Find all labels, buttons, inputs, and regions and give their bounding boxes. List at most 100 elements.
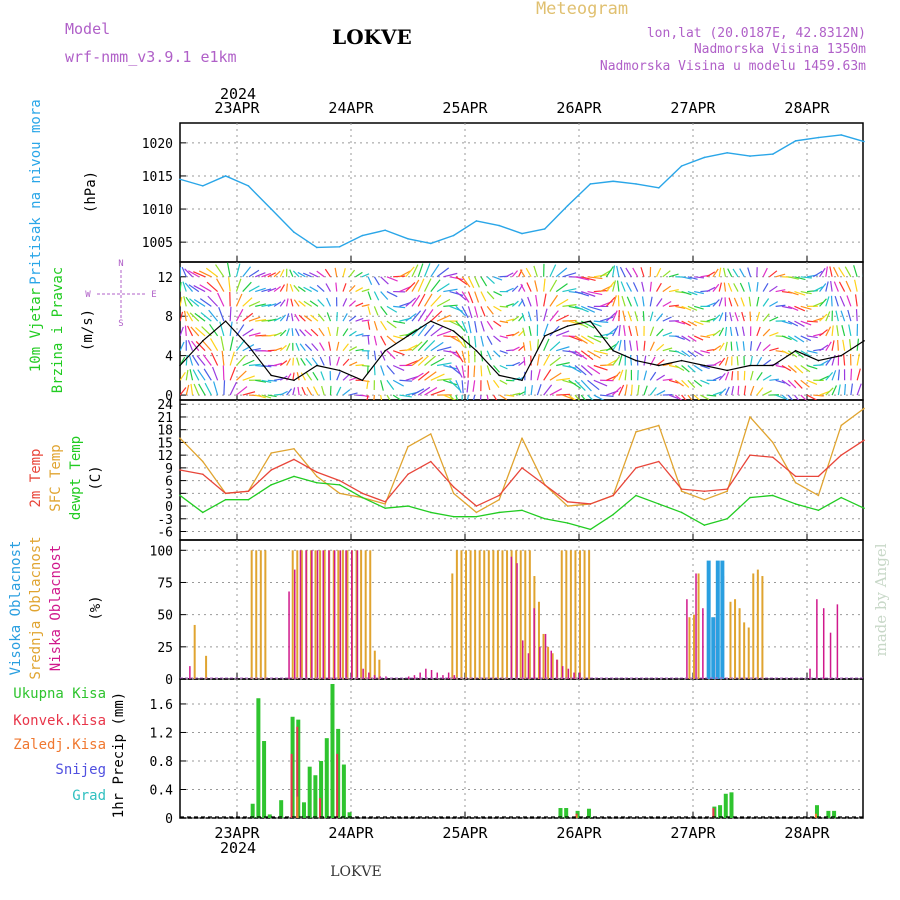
wind-arrow [775, 289, 786, 293]
cloud-bar [836, 604, 839, 679]
wind-arrow [196, 355, 206, 366]
wind-arrow [399, 286, 412, 293]
wind-arrow [574, 320, 589, 329]
dewpoint-line-point [703, 524, 706, 526]
wind-arrow [681, 394, 687, 400]
cloud-bar [537, 601, 540, 679]
wind-speed-line-point [589, 320, 592, 322]
wind-arrow [819, 298, 827, 307]
pressure-line-point [658, 187, 660, 189]
wind-arrow [819, 344, 829, 352]
temp2m-line-point [498, 494, 501, 497]
wind-arrow [612, 280, 617, 292]
wind-arrow [743, 385, 747, 396]
wind-arrow [587, 320, 602, 327]
cloud-bar [351, 550, 353, 679]
y-tick-label: 24 [157, 398, 173, 413]
wind-arrow [605, 312, 617, 322]
cloud-bar [193, 624, 196, 679]
wind-arrow [261, 272, 272, 278]
cloud-bar [323, 550, 326, 679]
wind-arrow [380, 350, 386, 361]
temp-ylabel-sfc: SFC Temp [48, 444, 64, 511]
wind-arrow [461, 365, 465, 379]
precip-bar [296, 796, 299, 818]
wind-arrow [373, 276, 380, 286]
wind-arrow [279, 360, 288, 366]
dewpoint-line-point [361, 496, 364, 499]
wind-arrow [762, 328, 771, 337]
wind-arrow [505, 318, 515, 322]
dewpoint-line-point [680, 511, 683, 514]
wind-arrow [399, 379, 412, 382]
wind-arrow [681, 290, 692, 296]
wind-arrow [593, 364, 608, 371]
wind-arrow [392, 350, 405, 356]
wind-arrow [472, 380, 476, 392]
y-tick-label: 1010 [142, 203, 173, 218]
wind-arrow [781, 320, 792, 325]
wind-arrow [242, 328, 254, 337]
wind-arrow [186, 311, 194, 322]
temp-ylabel-dew: dewpt Temp [68, 436, 84, 520]
wind-arrow [618, 369, 624, 381]
wind-arrow [687, 305, 698, 311]
wind-arrow [825, 356, 833, 366]
wind-arrow [674, 379, 684, 387]
cloud-bar [419, 672, 421, 679]
wind-arrow [430, 341, 444, 352]
wind-arrow [318, 327, 325, 337]
cloud-bar [561, 666, 564, 679]
wind-arrow [480, 335, 484, 347]
wind-arrow [668, 379, 679, 384]
wind-barb-field [180, 262, 863, 400]
wind-arrow [349, 361, 358, 367]
wind-arrow [292, 372, 295, 381]
wind-arrow [668, 289, 679, 293]
wind-arrow [355, 302, 364, 307]
wind-arrow [302, 272, 312, 278]
wind-arrow [499, 350, 508, 355]
wind-arrow [486, 380, 491, 391]
wind-arrow [328, 341, 332, 351]
wind-arrow [311, 357, 319, 366]
wind-arrow [493, 335, 501, 343]
wind-arrow [847, 309, 852, 322]
wind-arrow [675, 305, 686, 309]
wind-arrow [317, 299, 325, 307]
wind-arrow [693, 365, 703, 372]
wind-arrow [455, 291, 467, 301]
wind-arrow [361, 288, 370, 293]
wind-arrow [180, 311, 184, 322]
wind-arrow [825, 311, 831, 322]
wind-arrow [399, 394, 412, 398]
wind-arrow [641, 281, 645, 292]
wind-arrow [527, 296, 532, 307]
wind-arrow [297, 271, 306, 278]
cloud-bar [822, 608, 825, 679]
wind-arrow [436, 330, 452, 337]
cloud-ylabel-high: Visoka Oblacnost [8, 541, 24, 676]
wind-arrow [436, 362, 452, 367]
wind-arrow [718, 388, 727, 396]
wind-arrow [733, 297, 739, 307]
wind-arrow [681, 379, 690, 388]
dewpoint-line-point [726, 517, 728, 520]
wind-arrow [411, 388, 425, 396]
wind-arrow [393, 275, 406, 278]
wind-arrow [718, 357, 726, 366]
wind-arrow [297, 386, 300, 396]
wind-arrow [687, 291, 698, 296]
wind-arrow [436, 314, 451, 322]
wind-arrow [342, 358, 350, 366]
wind-arrow [581, 305, 596, 313]
wind-arrow [794, 291, 806, 296]
wind-arrow [242, 281, 252, 292]
wind-arrow [527, 311, 532, 322]
wind-arrow [794, 365, 804, 374]
cloud-bar [501, 550, 504, 679]
pressure-line-point [498, 224, 501, 227]
temp2m-line-point [384, 501, 387, 503]
temp2m-line-point [179, 469, 181, 471]
wind-arrow [373, 365, 376, 376]
